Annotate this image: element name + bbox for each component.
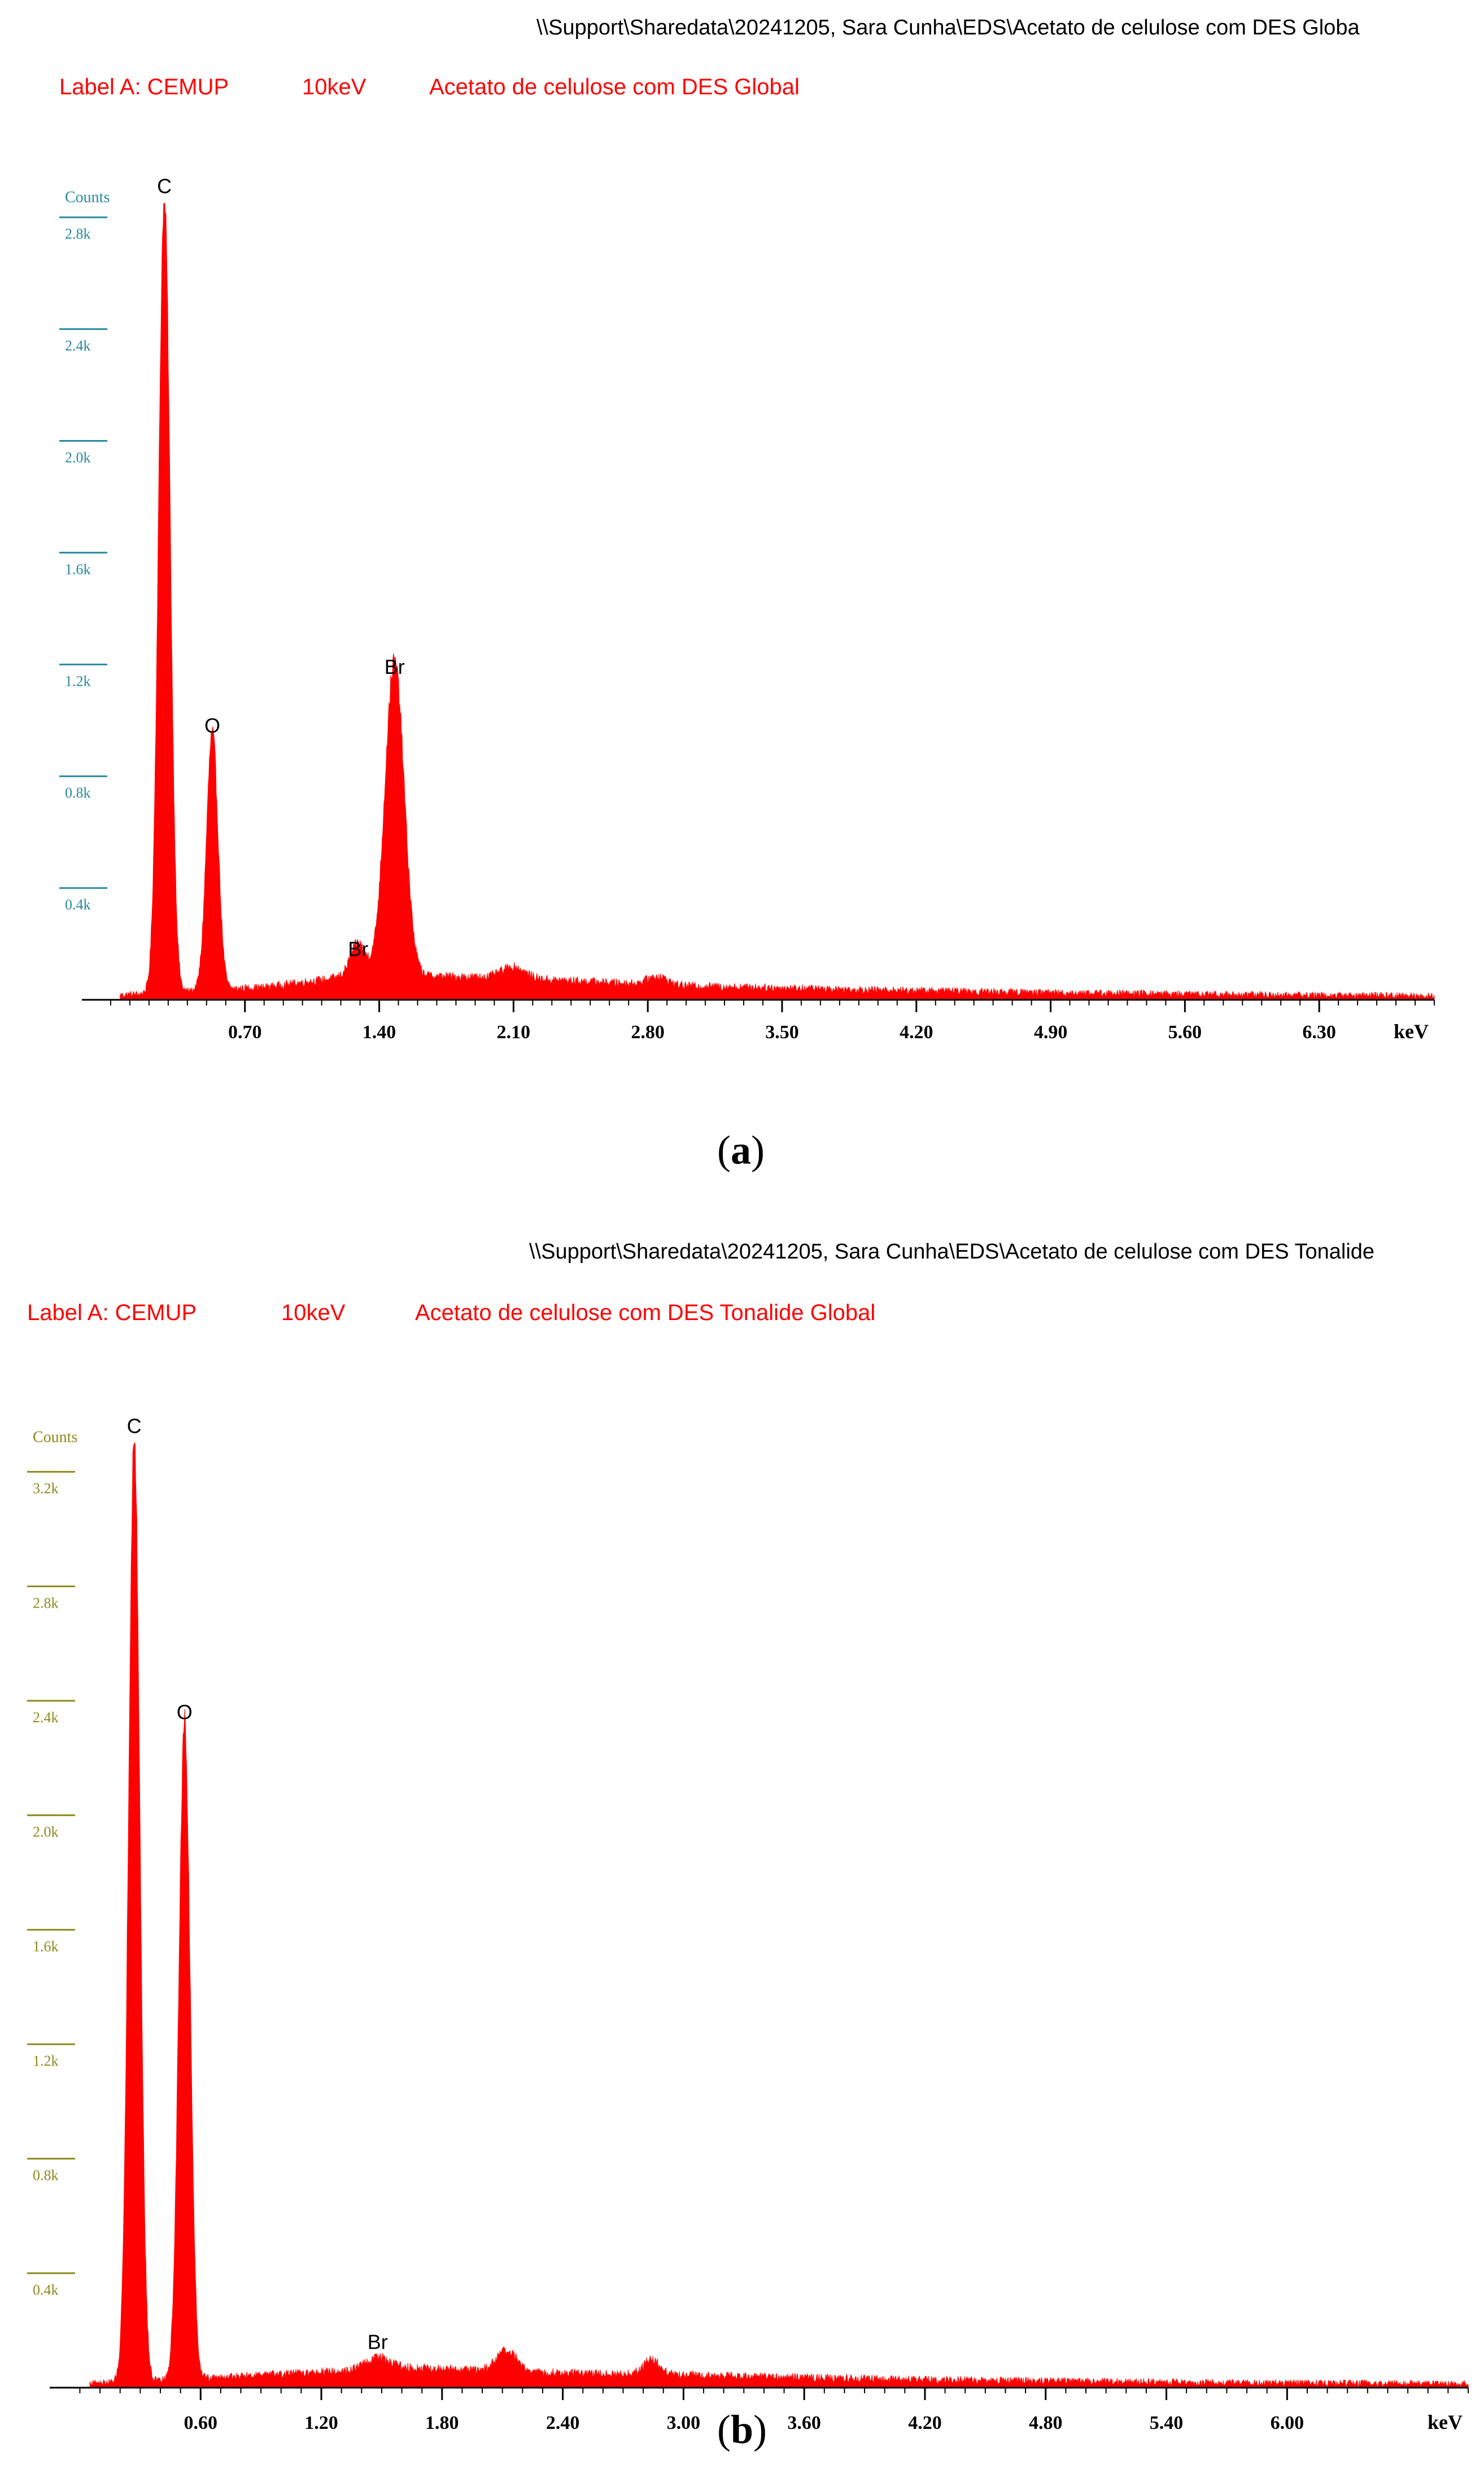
y-tick-label: 1.2k (33, 2053, 59, 2069)
peak-label: Br (348, 938, 368, 961)
x-tick-label: 5.60 (1168, 1022, 1202, 1043)
label-text: Label A: CEMUP (59, 75, 229, 99)
x-tick-label: 3.00 (667, 2413, 701, 2433)
x-tick-label: 1.80 (425, 2413, 459, 2433)
y-tick-label: 2.0k (65, 450, 91, 466)
x-tick-label: 2.10 (497, 1022, 531, 1043)
caption-b: (b) (717, 2407, 767, 2452)
x-tick-label: 4.90 (1034, 1022, 1068, 1043)
y-tick-label: 2.8k (33, 1595, 59, 1611)
y-tick-label: 2.4k (33, 1709, 59, 1726)
y-tick-label: 2.8k (65, 226, 91, 242)
y-axis-label: Counts (65, 189, 110, 206)
x-tick-label: 5.40 (1150, 2413, 1184, 2433)
x-tick-label: 4.20 (900, 1022, 933, 1043)
peak-label: C (157, 175, 172, 198)
x-tick-label: 3.50 (765, 1022, 799, 1043)
voltage-text: 10keV (302, 75, 366, 99)
voltage-text: 10keV (281, 1300, 346, 1325)
peak-label: Br (385, 655, 405, 678)
x-tick-label: 3.60 (787, 2413, 821, 2433)
x-tick-label: 0.60 (184, 2413, 217, 2433)
x-tick-label: 2.80 (631, 1022, 665, 1043)
panel-a: \\Support\Sharedata\20241205, Sara Cunha… (0, 0, 1484, 1214)
peak-label: Br (368, 2330, 388, 2353)
x-tick-label: 4.20 (908, 2413, 942, 2433)
sample-text: Acetato de celulose com DES Tonalide Glo… (415, 1300, 876, 1325)
y-tick-label: 0.8k (65, 785, 91, 801)
caption-letter: a (730, 1127, 751, 1173)
x-axis-label: keV (1394, 1020, 1429, 1043)
spectrum-area (120, 203, 1435, 1000)
caption-a: (a) (717, 1127, 765, 1173)
caption-letter: b (730, 2407, 754, 2452)
x-tick-label: 6.00 (1271, 2413, 1304, 2433)
y-tick-label: 0.4k (33, 2281, 59, 2298)
sample-text: Acetato de celulose com DES Global (429, 75, 800, 99)
y-tick-label: 3.2k (33, 1480, 59, 1497)
eds-spectrum-b: 0.60 1.20 1.80 2.40 3.00 3.60 4.20 4.80 5.40 6.00… (27, 1414, 1469, 2433)
x-tick-label: 0.70 (228, 1022, 262, 1043)
x-tick-label: 6.30 (1302, 1022, 1336, 1043)
peak-label: O (177, 1701, 193, 1724)
panel-b: \\Support\Sharedata\20241205, Sara Cunha… (0, 1214, 1484, 2469)
eds-spectrum-a: 0.70 1.40 2.10 2.80 3.50 4.20 4.90 5.60 6.30 keV 0… (59, 175, 1435, 1043)
x-tick-label: 2.40 (546, 2413, 580, 2433)
y-tick-label: 2.4k (65, 338, 91, 354)
x-tick-label: 1.20 (304, 2413, 338, 2433)
y-tick-label: 1.6k (65, 561, 91, 577)
y-tick-label: 2.0k (33, 1824, 59, 1840)
peak-label: O (204, 714, 220, 737)
y-tick-label: 0.8k (33, 2167, 59, 2184)
x-tick-label: 1.40 (363, 1022, 396, 1043)
y-tick-label: 1.2k (65, 673, 91, 689)
file-path: \\Support\Sharedata\20241205, Sara Cunha… (529, 1240, 1375, 1264)
x-tick-label: 4.80 (1029, 2413, 1063, 2433)
y-axis-label: Counts (33, 1429, 77, 1446)
spectrum-area (89, 1443, 1469, 2388)
y-tick-label: 1.6k (33, 1938, 59, 1954)
peak-label: C (127, 1414, 142, 1438)
label-text: Label A: CEMUP (27, 1300, 197, 1325)
file-path: \\Support\Sharedata\20241205, Sara Cunha… (536, 16, 1360, 40)
x-axis-label: keV (1428, 2411, 1463, 2433)
y-tick-label: 0.4k (65, 896, 91, 913)
